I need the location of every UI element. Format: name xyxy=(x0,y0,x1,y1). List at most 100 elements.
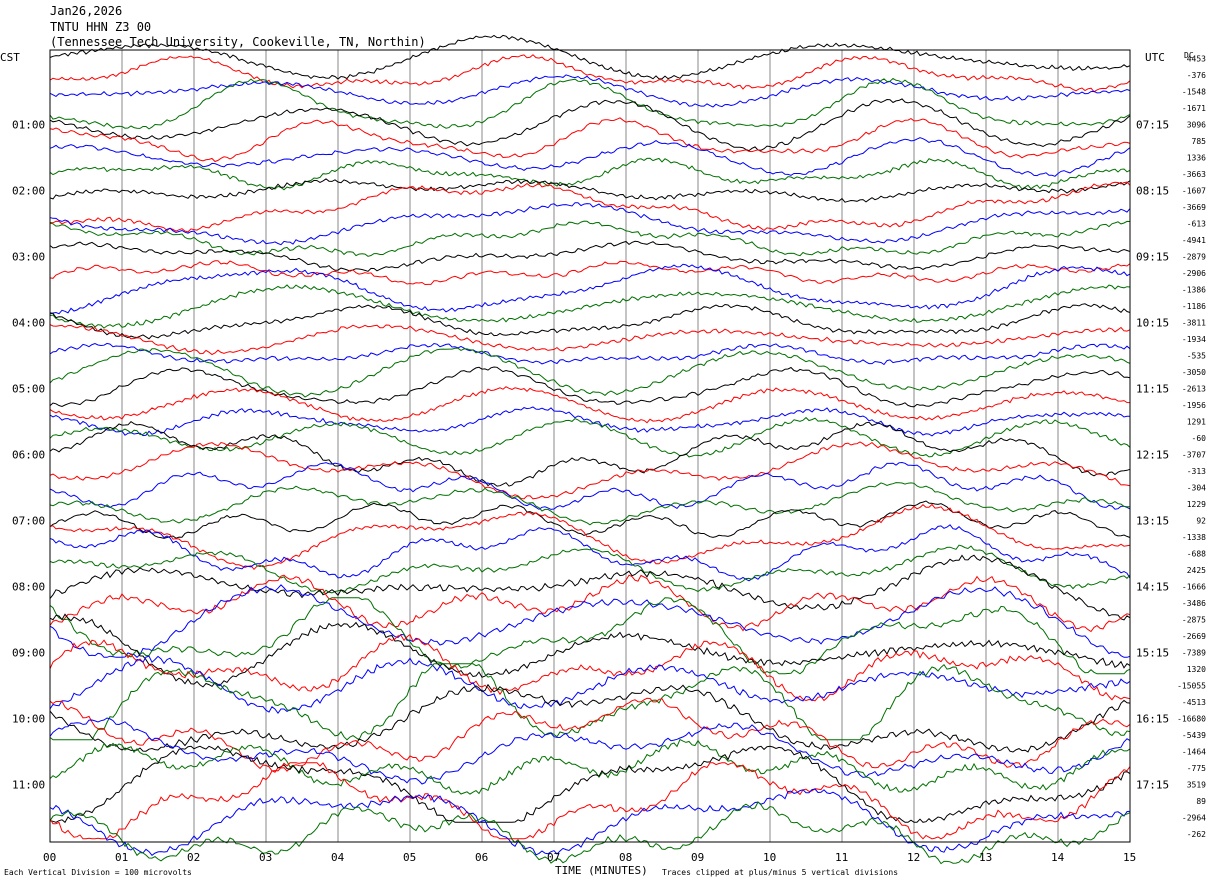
left-tick-label-3: 04:00 xyxy=(12,316,45,329)
x-tick-label-10: 10 xyxy=(763,851,776,864)
dc-offset-label-13: -2906 xyxy=(1182,269,1206,278)
trace-line-14 xyxy=(49,263,1131,315)
x-tick-label-03: 03 xyxy=(259,851,272,864)
x-tick-label-15: 15 xyxy=(1123,851,1136,864)
dc-offset-label-41: -5439 xyxy=(1182,731,1206,740)
dc-offset-label-10: -613 xyxy=(1187,219,1206,228)
trace-line-19 xyxy=(49,347,1131,398)
trace-line-42 xyxy=(49,717,1131,785)
trace-line-15 xyxy=(49,284,1131,329)
dc-offset-label-11: -4941 xyxy=(1182,236,1206,245)
trace-line-9 xyxy=(49,181,1131,233)
dc-offset-label-26: -304 xyxy=(1187,483,1206,492)
trace-line-38 xyxy=(49,655,1131,715)
trace-line-8 xyxy=(49,178,1131,203)
dc-offset-label-8: -1607 xyxy=(1182,186,1206,195)
trace-line-44 xyxy=(49,745,1131,824)
dc-offset-label-3: -1671 xyxy=(1182,104,1206,113)
x-tick-label-08: 08 xyxy=(619,851,632,864)
dc-offset-label-27: 1229 xyxy=(1187,500,1206,509)
dc-offset-label-36: -7389 xyxy=(1182,648,1206,657)
trace-line-23 xyxy=(49,416,1131,458)
dc-offset-label-45: 89 xyxy=(1196,797,1206,806)
trace-line-7 xyxy=(49,157,1131,191)
x-tick-label-09: 09 xyxy=(691,851,704,864)
trace-line-4 xyxy=(49,98,1131,152)
trace-line-37 xyxy=(49,633,1131,702)
left-tick-label-8: 09:00 xyxy=(12,646,45,659)
dc-offset-label-24: -3707 xyxy=(1182,450,1206,459)
trace-line-35 xyxy=(49,597,1131,675)
dc-offset-label-34: -2875 xyxy=(1182,615,1206,624)
left-tick-label-1: 02:00 xyxy=(12,184,45,197)
x-tick-label-13: 13 xyxy=(979,851,992,864)
dc-offset-label-44: 3519 xyxy=(1187,780,1206,789)
dc-offset-label-12: -2879 xyxy=(1182,252,1206,261)
scale-note: Each Vertical Division = 100 microvolts xyxy=(4,868,192,877)
dc-offset-label-16: -3811 xyxy=(1182,318,1206,327)
right-tick-label-0: 07:15 xyxy=(1136,118,1169,131)
right-tick-label-8: 15:15 xyxy=(1136,646,1169,659)
right-tick-label-6: 13:15 xyxy=(1136,514,1169,527)
dc-offset-label-33: -3486 xyxy=(1182,599,1206,608)
trace-line-47 xyxy=(49,801,1131,865)
trace-line-46 xyxy=(49,788,1131,856)
right-tick-label-3: 10:15 xyxy=(1136,316,1169,329)
dc-offset-label-35: -2669 xyxy=(1182,632,1206,641)
right-tick-label-9: 16:15 xyxy=(1136,712,1169,725)
dc-offset-label-43: -775 xyxy=(1187,764,1206,773)
trace-line-10 xyxy=(49,202,1131,246)
x-tick-label-01: 01 xyxy=(115,851,128,864)
trace-line-0 xyxy=(49,34,1131,80)
right-tick-label-1: 08:15 xyxy=(1136,184,1169,197)
left-tick-label-7: 08:00 xyxy=(12,580,45,593)
dc-offset-label-32: -1666 xyxy=(1182,582,1206,591)
trace-line-28 xyxy=(49,500,1131,539)
trace-line-41 xyxy=(49,697,1131,773)
trace-line-30 xyxy=(49,524,1131,582)
left-tick-label-4: 05:00 xyxy=(12,382,45,395)
x-tick-label-07: 07 xyxy=(547,851,560,864)
dc-offset-label-22: 1291 xyxy=(1187,417,1206,426)
trace-line-36 xyxy=(49,613,1131,688)
dc-offset-label-7: -3663 xyxy=(1182,170,1206,179)
dc-offset-label-28: 92 xyxy=(1196,516,1206,525)
right-tick-label-2: 09:15 xyxy=(1136,250,1169,263)
right-tick-label-4: 11:15 xyxy=(1136,382,1169,395)
trace-line-26 xyxy=(49,461,1131,510)
trace-line-5 xyxy=(49,117,1131,163)
left-tick-label-9: 10:00 xyxy=(12,712,45,725)
trace-line-29 xyxy=(49,503,1131,571)
dc-offset-label-1: -376 xyxy=(1187,71,1206,80)
dc-offset-label-15: -1186 xyxy=(1182,302,1206,311)
dc-offset-label-42: -1464 xyxy=(1182,747,1206,756)
trace-line-39 xyxy=(49,663,1131,741)
dc-offset-label-47: -262 xyxy=(1187,830,1206,839)
dc-offset-label-17: -1934 xyxy=(1182,335,1206,344)
dc-offset-label-14: -1386 xyxy=(1182,285,1206,294)
x-tick-label-06: 06 xyxy=(475,851,488,864)
dc-column-title: DC xyxy=(1184,51,1194,60)
grid xyxy=(121,50,1059,842)
left-axis-title: CST xyxy=(0,51,20,64)
dc-offset-label-30: -688 xyxy=(1187,549,1206,558)
dc-offset-label-2: -1548 xyxy=(1182,87,1206,96)
trace-line-18 xyxy=(49,342,1131,366)
trace-line-32 xyxy=(49,554,1131,621)
right-tick-label-7: 14:15 xyxy=(1136,580,1169,593)
trace-line-13 xyxy=(49,260,1131,286)
x-tick-label-04: 04 xyxy=(331,851,345,864)
dc-offset-label-19: -3050 xyxy=(1182,368,1206,377)
left-tick-label-10: 11:00 xyxy=(12,778,45,791)
dc-offset-label-0: 4453 xyxy=(1187,54,1206,63)
dc-offset-label-18: -535 xyxy=(1187,351,1206,360)
right-tick-label-10: 17:15 xyxy=(1136,778,1169,791)
left-tick-label-0: 01:00 xyxy=(12,118,45,131)
trace-line-25 xyxy=(49,441,1131,500)
trace-line-17 xyxy=(49,324,1131,356)
left-tick-label-6: 07:00 xyxy=(12,514,45,527)
x-tick-label-02: 02 xyxy=(187,851,200,864)
dc-offset-label-9: -3669 xyxy=(1182,203,1206,212)
left-tick-label-2: 03:00 xyxy=(12,250,45,263)
